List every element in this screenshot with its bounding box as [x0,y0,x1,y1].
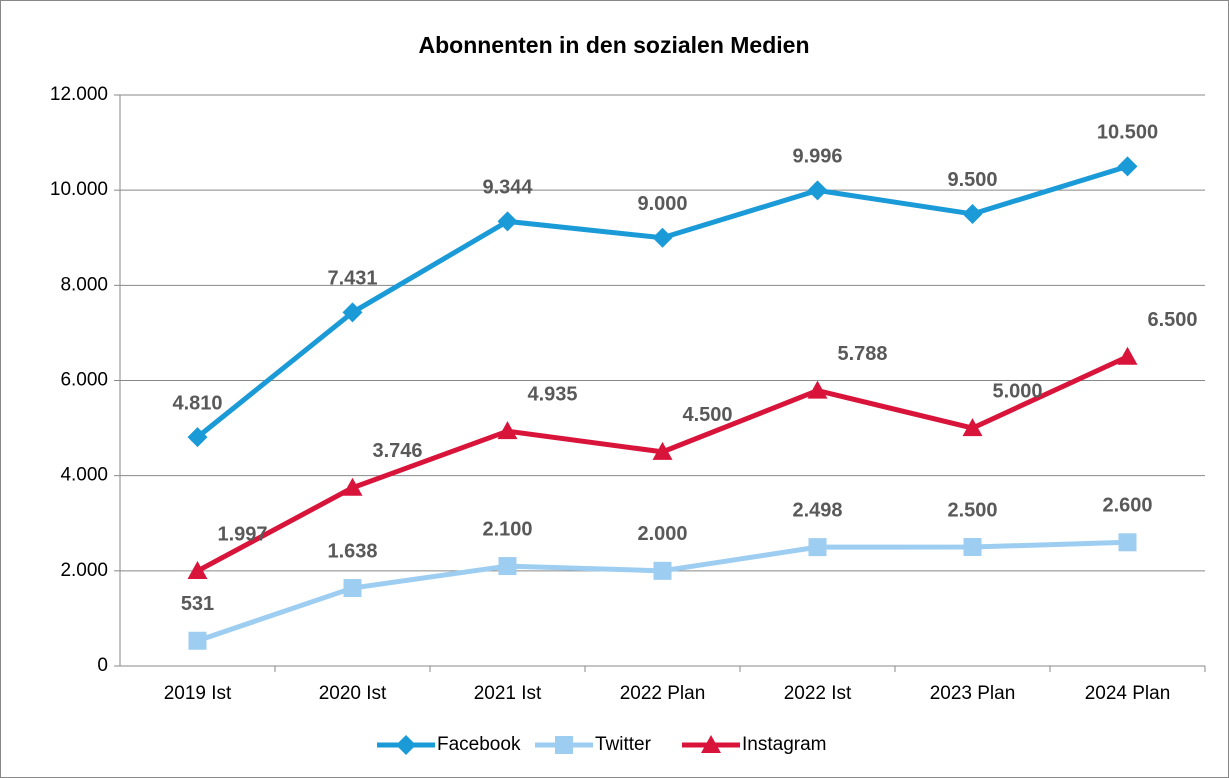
chart-title: Abonnenten in den sozialen Medien [418,32,809,58]
point-marker [962,203,983,224]
point-marker [1118,533,1137,552]
value-label: 2.600 [1102,495,1152,517]
y-tick-label: 10.000 [50,179,108,200]
point-marker [962,418,983,437]
x-tick-label: 2024 Plan [1085,683,1171,704]
point-marker [808,538,827,557]
y-tick-label: 8.000 [60,274,108,295]
y-tick-label: 6.000 [60,370,108,391]
point-marker [652,227,673,248]
value-label: 10.500 [1097,122,1158,144]
y-tick-label: 12.000 [50,84,108,105]
point-marker [498,557,517,576]
value-label: 9.000 [637,193,687,215]
point-marker [497,421,518,440]
value-label: 7.431 [327,268,377,290]
value-label: 4.500 [682,404,732,426]
point-marker [187,427,208,448]
legend-marker [555,736,573,754]
point-marker [807,380,828,399]
point-marker [652,441,673,460]
value-label: 4.935 [527,383,577,405]
value-label: 3.746 [372,440,422,462]
value-label: 6.500 [1147,309,1197,331]
point-marker [187,560,208,579]
point-marker [188,631,207,650]
point-marker [342,302,363,323]
x-tick-label: 2020 Ist [319,683,387,704]
legend-label: Facebook [437,734,521,755]
x-tick-label: 2023 Plan [930,683,1016,704]
value-label: 9.344 [482,177,533,199]
value-label: 5.000 [992,380,1042,402]
y-tick-label: 0 [97,655,108,676]
y-tick-label: 4.000 [60,465,108,486]
y-tick-label: 2.000 [60,560,108,581]
value-label: 1.638 [327,540,377,562]
value-label: 2.100 [482,518,532,540]
x-tick-label: 2021 Ist [474,683,542,704]
point-marker [1117,156,1138,177]
point-marker [807,180,828,201]
x-tick-label: 2019 Ist [164,683,232,704]
x-tick-label: 2022 Plan [620,683,706,704]
point-marker [653,561,672,580]
point-marker [1117,346,1138,365]
value-label: 531 [181,593,214,615]
legend-marker [701,735,721,753]
value-label: 2.000 [637,523,687,545]
value-label: 9.996 [792,146,842,168]
value-label: 4.810 [172,392,222,414]
value-label: 5.788 [837,343,887,365]
legend-label: Instagram [742,734,826,755]
point-marker [342,477,363,496]
x-tick-label: 2022 Ist [784,683,852,704]
value-label: 1.997 [217,523,267,545]
point-marker [963,538,982,557]
value-label: 9.500 [947,169,997,191]
point-marker [497,211,518,232]
value-label: 2.498 [792,499,842,521]
value-label: 2.500 [947,499,997,521]
legend-marker [396,735,416,755]
point-marker [343,579,362,598]
legend-label: Twitter [595,734,652,755]
